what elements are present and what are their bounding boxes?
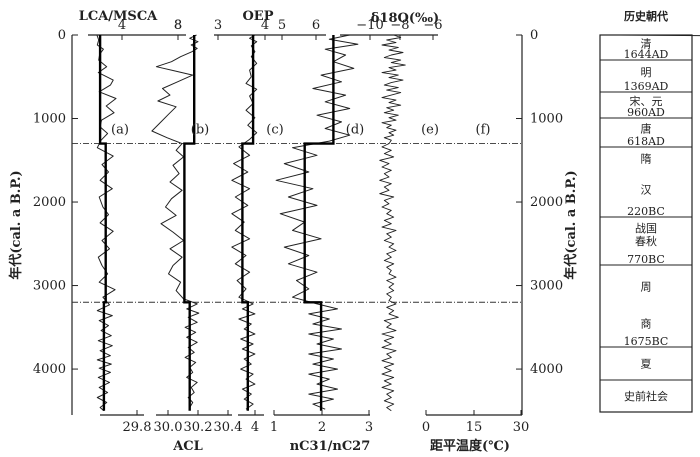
bottom-tick-label-f: 30 — [513, 420, 530, 435]
dynasty-boundary-label: 770BC — [627, 253, 665, 266]
bottom-axis-title-f: 距平温度(℃) — [430, 438, 510, 454]
bottom-tick-label-b: 30.2 — [184, 420, 213, 435]
right-y-tick-label: 4000 — [530, 362, 563, 377]
panel-label-a: (a) — [111, 123, 129, 138]
dynasty-name: 隋 — [641, 152, 652, 166]
series-line-e — [379, 34, 406, 412]
panel-label-c: (c) — [266, 123, 283, 138]
top-tick-label-c: 4 — [261, 18, 269, 33]
bottom-tick-label-d: 3 — [365, 420, 373, 435]
step-line-b — [183, 35, 196, 411]
top-axis-title-e: δ18O(‰) — [371, 11, 439, 26]
dynasty-boundary-label: 618AD — [627, 135, 665, 148]
step-line-c — [241, 35, 255, 411]
dynasty-name: 汉 — [641, 184, 652, 197]
dynasty-name: 春秋 — [635, 234, 657, 248]
left-y-tick-label: 4000 — [33, 362, 66, 377]
step-line-d — [303, 35, 335, 411]
panel-label-e: (e) — [421, 123, 439, 138]
panel-label-f: (f) — [476, 123, 491, 138]
step-line-a — [98, 35, 107, 411]
top-tick-label-e: −8 — [390, 18, 409, 33]
left-y-axis-title: 年代(cal. a B.P.) — [8, 170, 24, 279]
panel-label-b: (b) — [191, 123, 209, 138]
dynasty-name: 明 — [641, 66, 652, 79]
bottom-tick-label-f: 0 — [422, 420, 430, 435]
dynasty-name: 商 — [641, 317, 652, 331]
dynasty-boundary-label: 1369AD — [624, 80, 669, 93]
dynasty-name: 夏 — [641, 358, 652, 371]
dynasty-name: 周 — [641, 281, 652, 294]
dynasty-name: 宋、元 — [630, 94, 663, 108]
right-y-tick-label: 3000 — [530, 279, 563, 294]
dynasty-title: 历史朝代 — [624, 9, 668, 23]
top-tick-label-c: 5 — [278, 18, 286, 33]
right-y-tick-label: 1000 — [530, 112, 563, 127]
dynasty-name: 清 — [641, 38, 652, 51]
panel-label-d: (d) — [346, 123, 364, 138]
bottom-tick-label-d: 1 — [270, 420, 278, 435]
bottom-tick-label-d: 2 — [318, 420, 326, 435]
right-y-tick-label: 2000 — [530, 195, 563, 210]
dynasty-name: 战国 — [635, 222, 657, 235]
left-y-tick-label: 1000 — [33, 112, 66, 127]
top-axis-title-a: LCA/MSCA — [79, 9, 158, 24]
top-tick-label-e: −6 — [423, 18, 442, 33]
left-y-tick-label: 3000 — [33, 279, 66, 294]
dynasty-name: 唐 — [641, 122, 652, 136]
bottom-tick-label-c: 4 — [251, 420, 259, 435]
dynasty-boundary-label: 960AD — [627, 106, 665, 119]
left-y-tick-label: 2000 — [33, 195, 66, 210]
top-tick-label-a: 4 — [118, 18, 126, 33]
left-y-tick-label: 0 — [58, 28, 66, 43]
dynasty-boundary-label: 1644AD — [624, 48, 669, 61]
series-line-b — [151, 34, 200, 408]
series-line-d — [275, 34, 359, 410]
right-y-tick-label: 0 — [530, 28, 538, 43]
bottom-tick-label-b: 30.0 — [154, 420, 183, 435]
bottom-tick-label-f: 15 — [466, 420, 483, 435]
bottom-axis-title-b: ACL — [172, 439, 203, 454]
top-tick-label-d: 6 — [312, 18, 320, 33]
top-tick-label-a: 8 — [174, 18, 182, 33]
bottom-tick-label-b: 30.4 — [214, 420, 243, 435]
bottom-tick-label-a: 29.8 — [123, 420, 152, 435]
top-tick-label-c: 3 — [214, 18, 222, 33]
bottom-axis-title-d: nC31/nC27 — [290, 439, 371, 454]
top-tick-label-e: −10 — [356, 18, 383, 33]
dynasty-box — [599, 34, 693, 413]
dynasty-boundary-label: 1675BC — [624, 335, 669, 348]
dynasty-name: 史前社会 — [624, 389, 668, 403]
right-y-axis-title: 年代(cal. a B.P.) — [563, 170, 579, 279]
top-axis-title-c: OEP — [242, 9, 273, 24]
dynasty-boundary-label: 220BC — [627, 205, 665, 218]
top-tick-label-b: 8 — [174, 18, 182, 33]
